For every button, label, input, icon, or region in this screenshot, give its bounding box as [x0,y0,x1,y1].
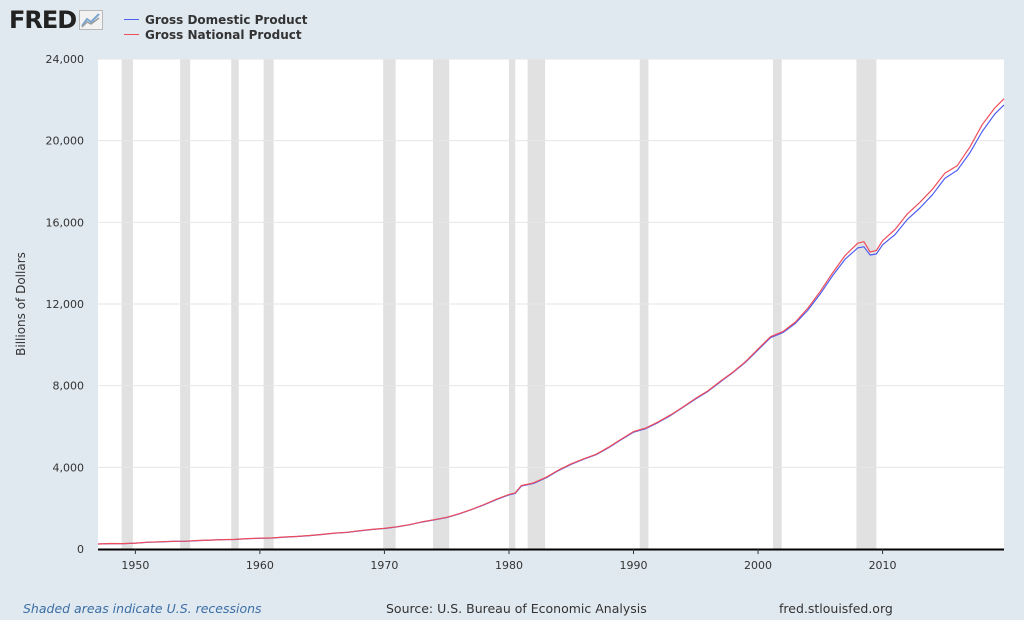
y-tick-label: 0 [77,543,84,556]
x-tick-label: 1980 [495,559,523,572]
x-tick-label: 1960 [246,559,274,572]
y-axis-ticks: 0 4,000 8,000 12,000 16,000 20,000 24,000 [46,53,85,556]
y-tick-label: 8,000 [53,380,85,393]
x-tick-label: 2000 [744,559,772,572]
y-tick-label: 12,000 [46,298,85,311]
fred-logo[interactable]: FRED [9,6,104,34]
line-chart: 0 4,000 8,000 12,000 16,000 20,000 24,000 1950… [14,53,1005,572]
x-axis-ticks: 1950 1960 1970 1980 1990 2000 2010 [121,549,897,572]
legend-item-gnp[interactable]: Gross National Product [124,27,308,42]
grid-lines [98,58,1004,468]
series-line-gnp [97,98,1005,545]
legend-swatch-gnp [124,33,139,36]
line-chart-icon [79,10,104,30]
site-link[interactable]: fred.stlouisfed.org [779,601,893,616]
y-tick-label: 20,000 [46,135,85,148]
y-axis-label: Billions of Dollars [14,252,28,356]
x-tick-label: 2010 [869,559,897,572]
legend-item-gdp[interactable]: Gross Domestic Product [124,12,308,27]
legend-swatch-gdp [124,18,139,21]
y-tick-label: 24,000 [46,53,85,66]
source-text: Source: U.S. Bureau of Economic Analysis [386,601,647,616]
x-tick-label: 1950 [121,559,149,572]
y-tick-label: 4,000 [53,461,85,474]
recession-note: Shaded areas indicate U.S. recessions [23,601,262,616]
chart-legend: Gross Domestic Product Gross National Pr… [124,12,308,42]
y-tick-label: 16,000 [46,216,85,229]
legend-label-gnp: Gross National Product [145,27,302,42]
legend-label-gdp: Gross Domestic Product [145,12,308,27]
series-lines [97,98,1005,545]
x-tick-label: 1970 [370,559,398,572]
logo-text: FRED [9,6,77,34]
x-tick-label: 1990 [620,559,648,572]
